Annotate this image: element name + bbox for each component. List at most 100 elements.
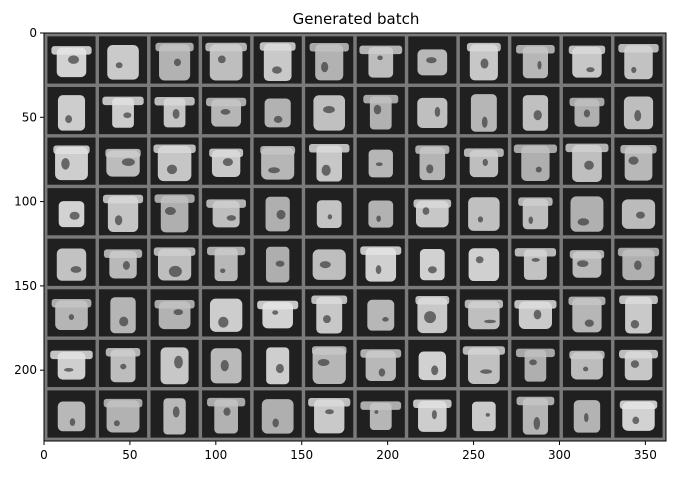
garment-shoulders	[620, 144, 657, 154]
garment-shoulders	[514, 300, 557, 309]
garment-shoulders	[363, 94, 399, 104]
garment-shadow	[272, 66, 282, 74]
image-tile	[614, 289, 663, 337]
garment-shadow	[119, 316, 129, 327]
garment-shadow	[378, 368, 386, 377]
garment-shadow	[174, 355, 183, 369]
garment-body	[214, 399, 238, 434]
garment-shoulders	[565, 143, 609, 153]
image-tile	[562, 289, 612, 337]
garment-shoulders	[309, 42, 349, 52]
image-tile	[150, 137, 199, 185]
garment-body	[365, 247, 397, 282]
garment-body	[160, 195, 189, 233]
garment-shadow	[533, 110, 542, 121]
garment-body	[112, 98, 134, 128]
generated-image	[44, 33, 666, 441]
garment-body	[57, 95, 86, 131]
garment-body	[417, 97, 448, 128]
garment-body	[522, 398, 549, 435]
garment-shadow	[122, 261, 130, 270]
garment-shadow	[377, 55, 383, 61]
image-tile	[562, 390, 612, 438]
image-tile	[356, 390, 405, 438]
image-tile	[511, 289, 560, 337]
image-tile	[98, 36, 148, 84]
garment-shoulders	[568, 45, 606, 55]
image-tile	[150, 390, 199, 438]
garment-shoulders	[415, 295, 450, 305]
garment-body	[524, 350, 547, 382]
image-tile	[408, 339, 457, 388]
garment-shadow	[218, 316, 229, 328]
image-tile	[562, 238, 612, 286]
garment-shadow	[223, 407, 231, 416]
image-tile	[150, 289, 199, 337]
garment-shadow	[484, 319, 497, 324]
image-tile	[614, 339, 663, 388]
garment-shadow	[584, 412, 589, 423]
plot-title: Generated batch	[293, 10, 420, 28]
garment-shoulders	[103, 249, 143, 258]
garment-body	[316, 200, 342, 228]
garment-shoulders	[360, 246, 402, 255]
image-tile	[98, 289, 148, 337]
garment-body	[107, 196, 139, 232]
garment-shoulders	[413, 399, 452, 408]
garment-shoulders	[206, 199, 247, 208]
garment-shoulders	[205, 42, 247, 52]
image-tile	[202, 86, 251, 135]
garment-body	[622, 401, 655, 431]
garment-shoulders	[311, 346, 347, 355]
garment-shadow	[323, 106, 335, 114]
garment-shoulders	[359, 45, 403, 55]
garment-shoulders	[53, 145, 90, 154]
image-tile	[356, 339, 405, 388]
garment-shadow	[382, 317, 389, 322]
garment-shoulders	[50, 350, 93, 360]
image-tile	[356, 137, 405, 185]
x-tick-label: 200	[376, 448, 399, 462]
garment-body	[261, 399, 294, 434]
image-tile	[356, 238, 405, 286]
garment-shadow	[68, 314, 75, 320]
garment-shoulders	[516, 396, 555, 406]
image-tile	[562, 188, 612, 236]
image-tile	[562, 137, 612, 185]
garment-shadow	[327, 214, 333, 220]
axes-frame	[43, 32, 667, 442]
garment-body	[467, 347, 500, 384]
garment-shadow	[630, 320, 640, 329]
image-tile	[408, 86, 457, 135]
image-tile	[459, 188, 508, 236]
image-tile	[253, 339, 302, 388]
garment-shadow	[173, 309, 183, 316]
garment-shadow	[431, 410, 437, 420]
image-tile	[459, 390, 508, 438]
garment-shadow	[173, 58, 181, 67]
image-tile	[202, 36, 251, 84]
garment-shadow	[64, 367, 74, 372]
garment-shadow	[528, 216, 534, 224]
garment-body	[365, 350, 396, 381]
garment-shadow	[70, 266, 82, 273]
garment-shoulders	[569, 350, 605, 360]
garment-shadow	[535, 166, 542, 173]
garment-shoulders	[516, 45, 555, 54]
garment-shoulders	[209, 148, 244, 158]
garment-shadow	[172, 108, 180, 119]
image-tile	[614, 238, 663, 286]
image-tile	[253, 238, 302, 286]
garment-shoulders	[207, 246, 246, 256]
image-tile	[202, 238, 251, 286]
image-tile	[562, 36, 612, 84]
image-tile	[459, 137, 508, 185]
image-tile	[408, 390, 457, 438]
garment-shoulders	[463, 148, 504, 157]
garment-shoulders	[464, 299, 504, 309]
image-tile	[305, 188, 354, 236]
image-tile	[305, 86, 354, 135]
garment-shoulders	[618, 43, 659, 53]
image-tile	[511, 36, 560, 84]
garment-shoulders	[154, 299, 195, 309]
